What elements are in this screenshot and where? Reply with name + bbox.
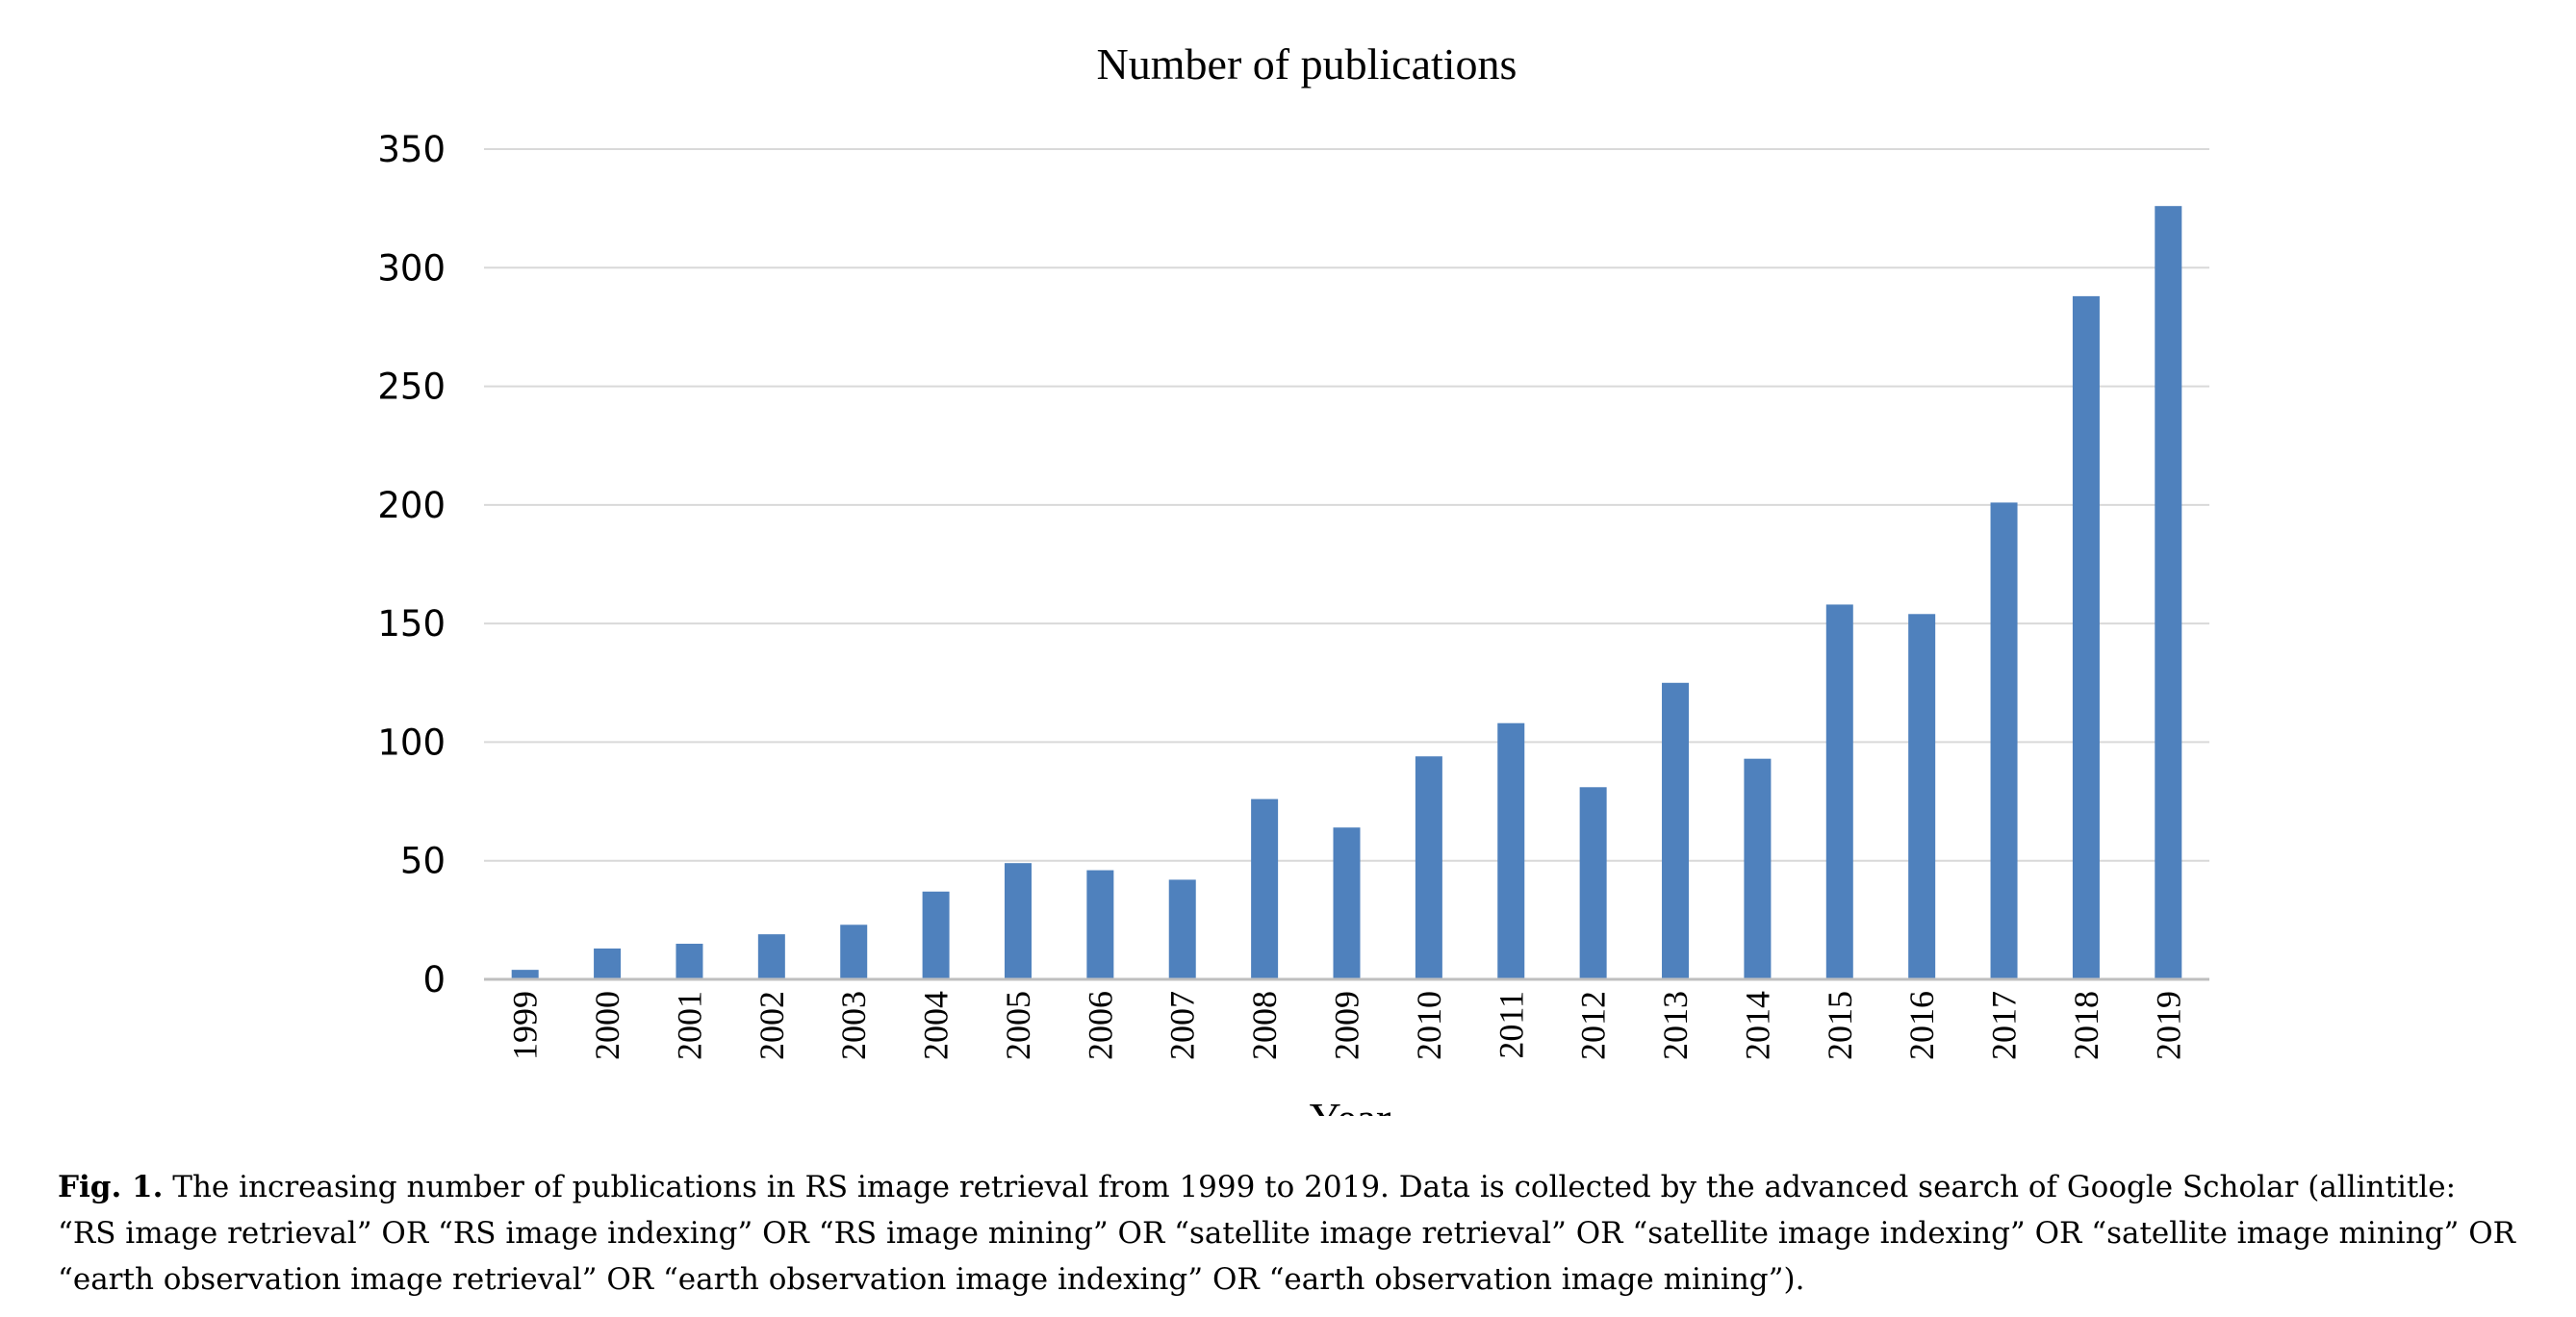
x-tick-label: 1999 xyxy=(506,991,545,1060)
bar-2010 xyxy=(1415,756,1442,979)
x-tick-label: 2000 xyxy=(588,991,626,1060)
bar-2016 xyxy=(1908,614,1936,979)
bar-2000 xyxy=(594,948,622,979)
y-tick-label: 150 xyxy=(377,603,446,645)
bar-2006 xyxy=(1086,870,1114,979)
bar-2014 xyxy=(1744,758,1772,979)
bar-2003 xyxy=(840,924,868,979)
y-tick-label: 50 xyxy=(400,841,446,882)
x-tick-label: 2005 xyxy=(999,991,1037,1060)
bar-2011 xyxy=(1497,722,1525,979)
y-tick-label: 200 xyxy=(377,485,446,526)
x-tick-label: 2006 xyxy=(1081,991,1119,1060)
x-tick-label: 2003 xyxy=(834,991,873,1060)
bar-2017 xyxy=(1990,502,2018,979)
bars xyxy=(511,206,2182,980)
bar-2009 xyxy=(1333,827,1361,979)
y-tick-label: 350 xyxy=(377,129,446,170)
x-tick-label: 2009 xyxy=(1328,991,1366,1060)
bar-2001 xyxy=(676,944,703,979)
x-tick-label: 2016 xyxy=(1902,991,1941,1060)
x-tick-label: 2019 xyxy=(2149,991,2187,1060)
x-tick-label: 2011 xyxy=(1492,991,1530,1059)
x-axis-label: Year xyxy=(1310,1094,1391,1116)
bar-2012 xyxy=(1579,787,1607,979)
bar-2015 xyxy=(1825,604,1853,979)
chart-title: Number of publications xyxy=(1097,39,1518,89)
y-tick-label: 300 xyxy=(377,247,446,289)
x-tick-label: 2018 xyxy=(2067,991,2105,1060)
bar-2005 xyxy=(1004,863,1032,979)
bar-2007 xyxy=(1168,879,1196,979)
y-tick-label: 0 xyxy=(422,959,446,1000)
x-tick-label: 2012 xyxy=(1574,991,1613,1060)
bar-1999 xyxy=(511,970,539,979)
x-tick-label: 2017 xyxy=(1985,991,2024,1060)
x-tick-label: 2002 xyxy=(752,991,791,1060)
bar-2004 xyxy=(922,891,950,979)
x-tick-label: 2001 xyxy=(670,991,708,1060)
x-tick-label: 2004 xyxy=(917,991,956,1060)
y-tick-label: 100 xyxy=(377,722,446,763)
x-tick-label: 2014 xyxy=(1738,991,1776,1060)
bar-chart: Number of publications 0 50 100 150 200 250 30… xyxy=(377,39,2209,1116)
bar-2019 xyxy=(2155,206,2182,980)
y-axis-ticks: 0 50 100 150 200 250 300 350 xyxy=(377,129,446,1000)
caption-text: The increasing number of publications in… xyxy=(58,1170,2515,1297)
bar-2018 xyxy=(2072,295,2100,980)
figure-caption: Fig. 1. The increasing number of publica… xyxy=(58,1164,2521,1303)
x-axis-ticks: 1999 2000 2001 2002 2003 2004 2005 2006 2007 2008… xyxy=(506,991,2188,1060)
x-tick-label: 2015 xyxy=(1821,991,1859,1060)
bar-2008 xyxy=(1251,798,1279,979)
gridlines xyxy=(484,148,2209,862)
x-tick-label: 2008 xyxy=(1245,991,1284,1060)
x-tick-label: 2010 xyxy=(1410,991,1448,1060)
bar-2013 xyxy=(1662,682,1690,979)
bar-2002 xyxy=(757,934,785,979)
caption-label: Fig. 1. xyxy=(58,1170,164,1204)
x-tick-label: 2013 xyxy=(1656,991,1695,1060)
y-tick-label: 250 xyxy=(377,367,446,408)
x-tick-label: 2007 xyxy=(1163,991,1202,1060)
